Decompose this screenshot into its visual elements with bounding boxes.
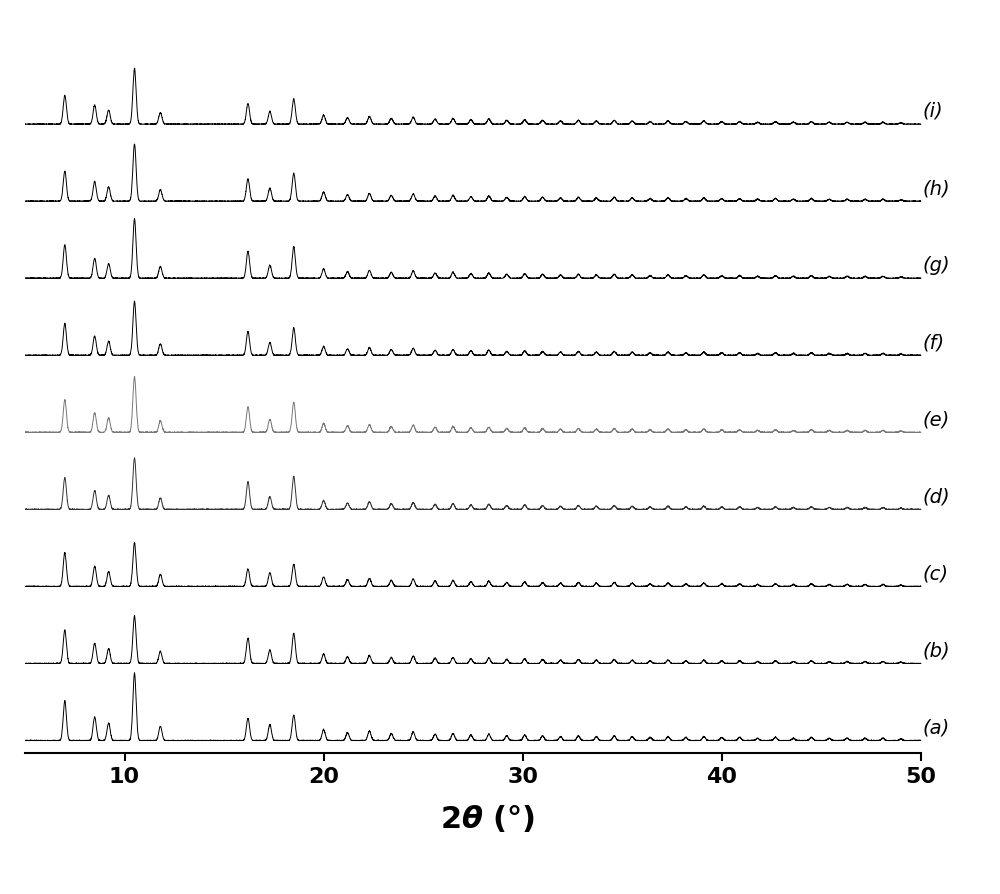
Text: (g): (g) bbox=[923, 256, 950, 275]
Text: (c): (c) bbox=[923, 564, 949, 583]
Text: (f): (f) bbox=[923, 333, 945, 352]
Text: (b): (b) bbox=[923, 641, 950, 661]
X-axis label: $\mathbf{2}\boldsymbol{\theta}$ (°): $\mathbf{2}\boldsymbol{\theta}$ (°) bbox=[440, 804, 536, 834]
Text: (i): (i) bbox=[923, 102, 943, 121]
Text: (d): (d) bbox=[923, 487, 950, 506]
Text: (a): (a) bbox=[923, 719, 950, 738]
Text: (h): (h) bbox=[923, 179, 950, 198]
Text: (e): (e) bbox=[923, 410, 950, 429]
